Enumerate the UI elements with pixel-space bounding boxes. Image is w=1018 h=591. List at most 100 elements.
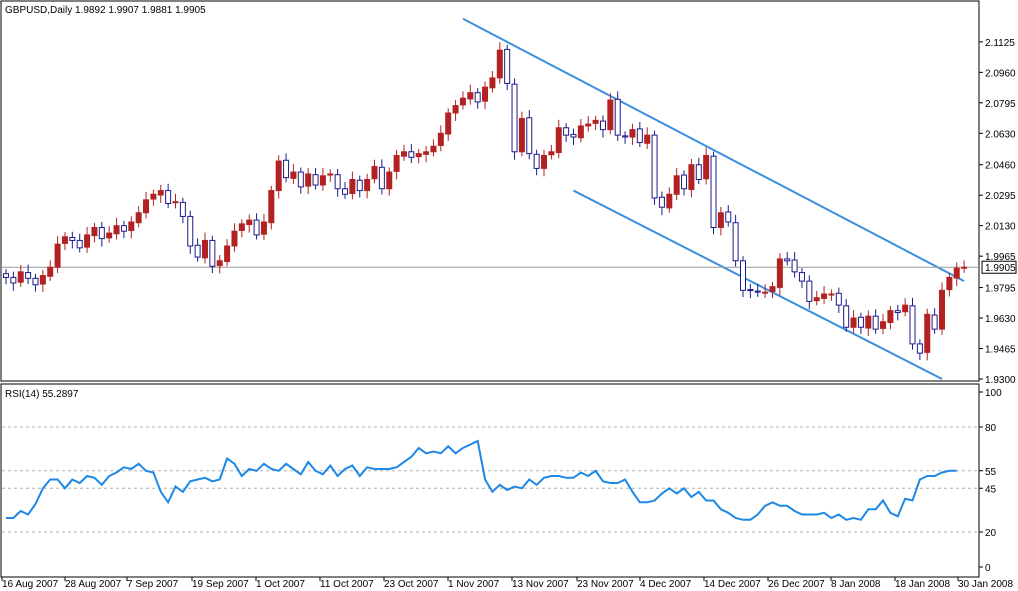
candle-body [76, 239, 83, 249]
price-tick-label: 1.9795 [985, 284, 1016, 295]
candle-body [260, 221, 267, 235]
price-axis: 2.1125 2.0960 2.0795 2.0630 2.0460 2.0295 2.01… [979, 38, 1016, 386]
candle-body [400, 151, 407, 157]
candle-body [319, 175, 326, 186]
price-tick-label: 1.9465 [985, 345, 1016, 356]
candle-body [880, 321, 887, 329]
candle-body [850, 317, 857, 328]
time-tick-label: 18 Jan 2008 [895, 579, 950, 590]
candle-body [371, 166, 378, 180]
candle-body [297, 171, 304, 188]
candle-body [504, 48, 511, 84]
candle-body [459, 97, 466, 106]
candle-body [393, 154, 400, 172]
candle-body [946, 276, 953, 291]
candle-body [548, 151, 555, 156]
rsi-panel-frame [0, 383, 980, 578]
candle-body [113, 225, 120, 235]
candle-body [150, 193, 157, 200]
candle-body [577, 125, 584, 139]
time-tick-label: 7 Sep 2007 [127, 579, 179, 590]
candle-body [437, 132, 444, 146]
candle-body [47, 266, 54, 277]
candles [3, 42, 968, 361]
candle-body [666, 193, 673, 209]
candle-body [570, 133, 577, 138]
candle-body [342, 188, 349, 195]
candle-body [703, 154, 710, 180]
candle-body [526, 117, 533, 155]
time-tick-label: 30 Jan 2008 [958, 579, 1013, 590]
candle-body [283, 159, 290, 179]
time-tick-label: 13 Nov 2007 [512, 579, 569, 590]
candle-body [268, 190, 275, 224]
candle-body [644, 134, 651, 144]
candle-body [246, 219, 253, 226]
candle-body [10, 276, 17, 284]
time-tick-label: 16 Aug 2007 [2, 579, 59, 590]
candle-body [17, 271, 24, 283]
candle-body [769, 286, 776, 292]
candle-body [143, 199, 150, 214]
price-tick-label: 1.9965 [985, 252, 1016, 263]
candle-body [614, 98, 621, 136]
rsi-label: RSI(14) 55.2897 [5, 389, 79, 400]
candle-body [717, 212, 724, 229]
candle-body [209, 239, 216, 267]
candle-body [69, 236, 76, 241]
time-tick-label: 4 Dec 2007 [640, 579, 692, 590]
candle-body [312, 174, 319, 186]
candle-body [533, 153, 540, 169]
time-tick-label: 11 Oct 2007 [320, 579, 374, 590]
candle-body [194, 244, 201, 258]
candle-body [938, 289, 945, 330]
candle-body [902, 304, 909, 313]
current-price-label: 1.9905 [985, 263, 1016, 274]
candle-body [688, 164, 695, 190]
candle-body [3, 273, 9, 278]
candle-body [747, 289, 754, 292]
candle-body [445, 112, 452, 135]
candle-body [585, 123, 592, 127]
time-tick-label: 8 Jan 2008 [831, 579, 881, 590]
candle-body [740, 260, 746, 291]
candle-body [474, 92, 481, 103]
candle-body [408, 151, 415, 158]
candle-body [165, 190, 172, 204]
candle-body [909, 305, 916, 345]
candle-body [776, 258, 783, 288]
candle-body [32, 277, 39, 286]
price-tick-label: 2.1125 [985, 38, 1015, 49]
candle-body [622, 135, 629, 138]
candle-body [924, 313, 931, 353]
candle-body [224, 245, 231, 263]
candle-body [275, 160, 282, 192]
candle-body [356, 179, 363, 192]
candle-body [172, 201, 179, 204]
candle-body [673, 175, 680, 195]
candle-body [887, 310, 894, 323]
candle-body [607, 99, 614, 131]
candle-body [828, 293, 835, 296]
candle-body [157, 190, 164, 196]
candle-body [25, 272, 32, 279]
candle-body [423, 151, 430, 155]
candle-body [518, 118, 525, 153]
candle-body [813, 297, 820, 302]
rsi-tick-label: 100 [985, 388, 1002, 399]
candle-body [305, 173, 312, 187]
candle-body [482, 86, 489, 102]
channel-upper-line [462, 17, 965, 282]
candle-body [386, 171, 393, 190]
candle-body [128, 221, 135, 231]
candle-body [61, 236, 68, 244]
candle-body [91, 227, 98, 237]
candle-body [253, 219, 260, 236]
candle-body [378, 166, 385, 190]
time-tick-label: 19 Sep 2007 [192, 579, 249, 590]
candle-body [592, 119, 599, 124]
candle-body [216, 260, 223, 267]
candle-body [187, 215, 194, 247]
candle-body [364, 178, 371, 192]
